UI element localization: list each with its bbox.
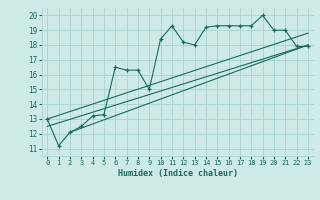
X-axis label: Humidex (Indice chaleur): Humidex (Indice chaleur) xyxy=(118,169,237,178)
